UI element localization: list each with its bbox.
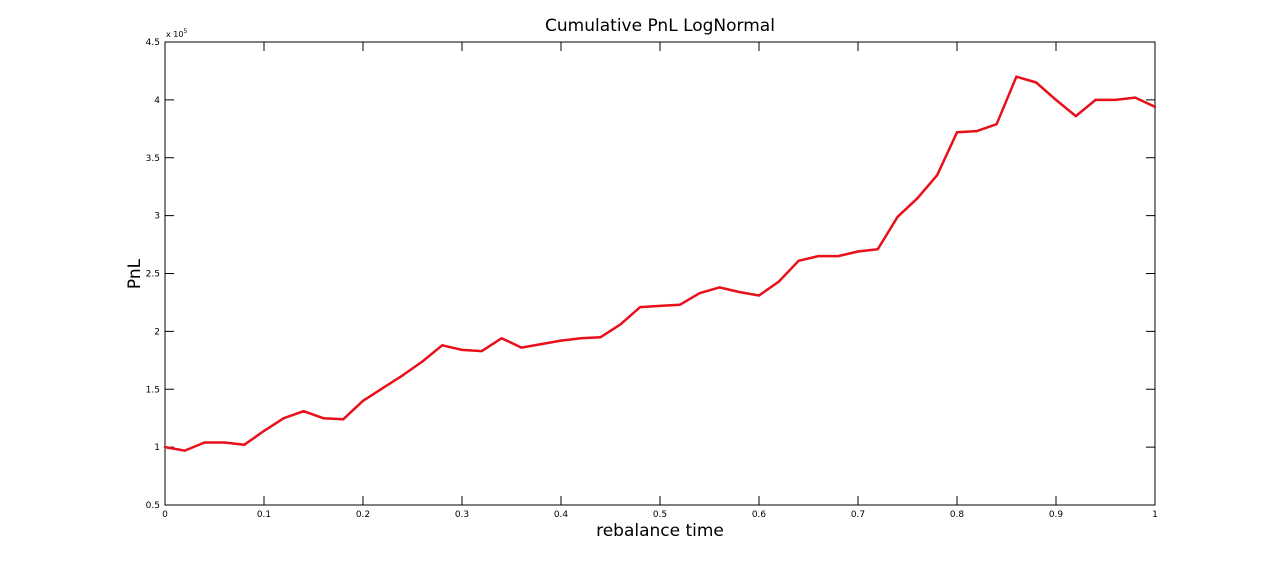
data-point: [361, 399, 365, 403]
data-point: [738, 290, 741, 294]
y-exponent-base: x 10: [166, 30, 183, 39]
data-point: [995, 122, 998, 126]
data-point: [342, 418, 345, 421]
y-tick-label: 3: [154, 212, 160, 222]
y-tick-label: 4.5: [146, 38, 160, 48]
x-tick-label: 1: [1152, 510, 1158, 520]
data-point: [163, 445, 167, 449]
x-tick-label: 0.3: [455, 510, 469, 520]
x-axis-label: rebalance time: [596, 521, 724, 541]
chart-title: Cumulative PnL LogNormal: [545, 16, 775, 36]
data-point: [520, 346, 523, 349]
data-point: [243, 443, 246, 447]
data-point: [639, 305, 642, 309]
x-tick-label: 0.8: [950, 510, 965, 520]
y-tick-label: 2: [154, 327, 160, 337]
data-point: [936, 173, 939, 177]
y-tick-label: 4: [154, 96, 160, 106]
data-point: [1114, 98, 1117, 102]
x-tick-label: 0.6: [752, 510, 767, 520]
x-tick-label: 0.2: [356, 510, 370, 520]
data-point: [183, 449, 186, 452]
data-point: [559, 339, 563, 342]
axis-ticks: [164, 41, 1156, 506]
data-point: [1153, 105, 1157, 109]
data-point: [1074, 114, 1078, 118]
data-point: [381, 386, 384, 390]
plot-area: [164, 41, 1156, 506]
data-point: [1015, 75, 1018, 78]
data-point: [203, 441, 206, 444]
data-point: [916, 197, 919, 200]
data-point: [540, 342, 543, 346]
x-tick-label: 0.4: [554, 510, 569, 520]
data-point: [718, 286, 721, 289]
y-axis-label: PnL: [125, 258, 145, 289]
data-point: [757, 294, 761, 297]
data-point: [302, 410, 305, 413]
y-tick-label: 2.5: [146, 270, 160, 280]
data-point: [698, 291, 701, 295]
y-tick-label: 1: [154, 443, 160, 453]
y-exponent-label: x 105: [166, 28, 187, 39]
data-point: [837, 254, 840, 258]
data-point: [975, 129, 978, 133]
data-point: [678, 303, 681, 306]
data-point: [282, 416, 285, 420]
x-tick-label: 0.1: [257, 510, 271, 520]
x-tick-label: 0.7: [851, 510, 865, 520]
y-tick-label: 1.5: [146, 385, 160, 395]
data-point: [500, 337, 503, 340]
y-tick-label: 0.5: [146, 501, 160, 511]
data-point: [322, 416, 325, 420]
data-point: [955, 131, 959, 134]
pnl-series-points: [163, 75, 1157, 452]
y-tick-labels: 0.5 1 1.5 2 2.5 3 3.5 4 4.5: [146, 38, 161, 511]
data-point: [599, 335, 602, 339]
x-tick-label: 0.5: [653, 510, 667, 520]
data-point: [223, 441, 226, 444]
data-point: [658, 304, 662, 308]
data-point: [441, 344, 444, 347]
data-point: [777, 280, 780, 283]
data-point: [460, 348, 464, 352]
y-exponent-power: 5: [183, 28, 187, 35]
data-point: [1134, 96, 1137, 99]
data-point: [579, 337, 582, 340]
data-point: [480, 349, 483, 353]
y-tick-label: 3.5: [146, 154, 160, 164]
x-tick-label: 0: [162, 510, 168, 520]
data-point: [619, 323, 622, 326]
data-point: [817, 254, 820, 258]
data-point: [876, 247, 879, 251]
data-point: [1054, 98, 1058, 102]
x-tick-labels: 0 0.1 0.2 0.3 0.4 0.5 0.6 0.7 0.8 0.9 1: [162, 510, 1158, 520]
data-point: [401, 374, 404, 377]
data-point: [262, 429, 266, 433]
data-point: [421, 360, 424, 363]
data-point: [1094, 98, 1097, 102]
data-point: [856, 250, 860, 253]
x-tick-label: 0.9: [1049, 510, 1064, 520]
data-point: [797, 259, 800, 262]
data-point: [896, 215, 899, 218]
data-point: [1035, 81, 1038, 84]
